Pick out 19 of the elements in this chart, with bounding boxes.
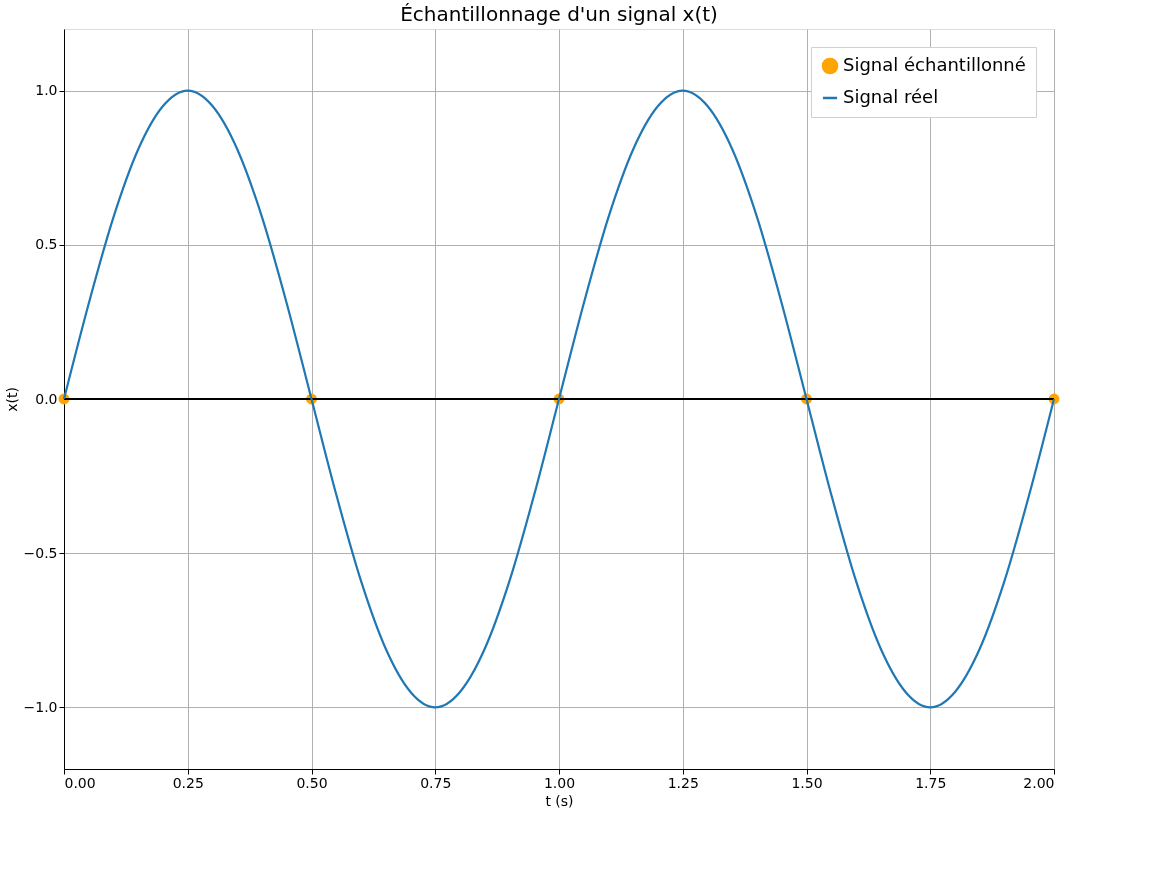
y-tick-label: 0.0 bbox=[35, 390, 58, 407]
chart-title: Échantillonnage d'un signal x(t) bbox=[400, 2, 718, 26]
x-axis-title: t (s) bbox=[545, 792, 574, 809]
x-tick-label: 0.00 bbox=[64, 774, 96, 791]
x-tick-label: 1.75 bbox=[915, 774, 947, 791]
x-tick-label: 0.25 bbox=[172, 774, 204, 791]
x-tick-label: 2.00 bbox=[1023, 774, 1055, 791]
x-tick-label: 1.50 bbox=[791, 774, 823, 791]
x-tick-label: 0.50 bbox=[296, 774, 328, 791]
legend-label: Signal échantillonné bbox=[843, 54, 1026, 75]
legend-label: Signal réel bbox=[843, 86, 939, 107]
y-tick-label: −0.5 bbox=[23, 544, 58, 561]
x-tick-label: 1.25 bbox=[667, 774, 699, 791]
y-axis-title: x(t) bbox=[3, 387, 20, 412]
y-tick-label: 0.5 bbox=[35, 236, 58, 253]
x-tick-label: 0.75 bbox=[420, 774, 452, 791]
y-tick-label: 1.0 bbox=[35, 82, 58, 99]
y-tick-label: −1.0 bbox=[23, 698, 58, 715]
x-tick-label: 1.00 bbox=[543, 774, 576, 791]
